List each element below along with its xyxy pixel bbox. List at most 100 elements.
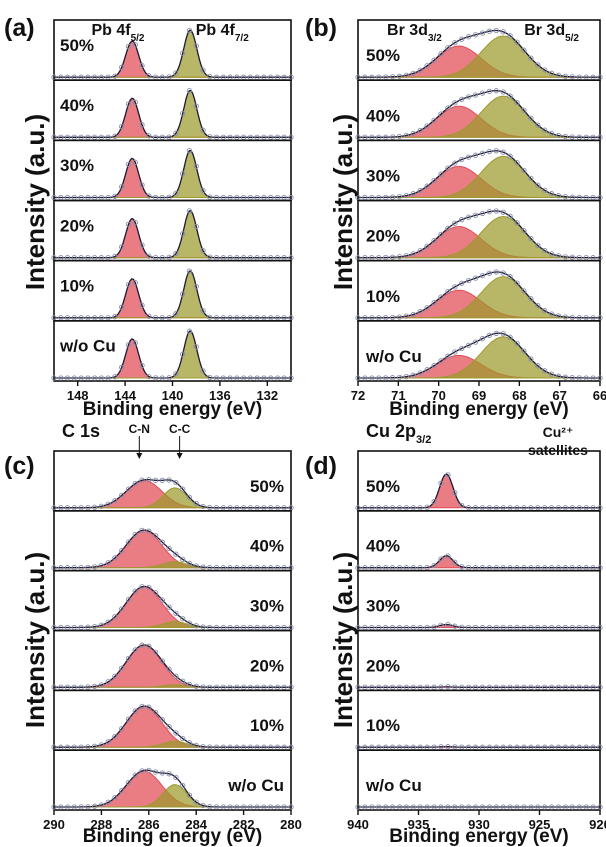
data-point [119,304,125,310]
data-point [521,348,527,354]
data-point [500,149,506,155]
data-point [254,134,260,140]
data-point [159,658,165,664]
data-point [234,375,240,381]
x-tick-label: 288 [91,817,113,832]
data-point [274,684,281,690]
data-point [64,134,71,140]
data-point [486,88,493,95]
sample-label: 20% [366,227,400,246]
x-tick-label: 72 [351,388,365,403]
data-point [51,624,57,631]
data-point [132,99,138,105]
data-point [569,375,575,381]
data-point [166,134,172,140]
data-point [98,503,105,509]
data-point [200,503,206,510]
data-point [254,804,260,810]
data-point [98,802,105,808]
data-point [396,73,403,79]
data-point [528,175,534,182]
data-point [459,684,465,690]
data-point [159,770,165,776]
data-point [459,564,465,570]
data-point [362,804,368,810]
data-point [410,130,416,137]
data-point [274,375,281,381]
data-point [576,194,582,201]
data-point [555,72,562,78]
data-point [500,684,506,690]
data-point [542,368,548,374]
data-point [268,315,274,321]
data-point [173,610,179,616]
data-point [431,804,437,810]
data-point [369,315,375,321]
data-point [71,315,77,321]
data-point [355,134,361,140]
peak-label: Pb 4f7/2 [196,22,249,44]
sample-label: w/o Cu [365,776,422,795]
data-point [274,624,281,631]
data-point [234,804,240,810]
data-point [514,39,520,45]
data-point [507,153,513,159]
x-tick-label: 280 [280,817,302,832]
data-point [146,476,152,483]
data-point [410,624,416,631]
data-point [288,134,294,140]
data-point [112,555,118,561]
data-point [125,779,132,786]
fit-envelope-line [358,210,600,259]
fit-envelope-line [54,89,291,138]
data-point [180,782,186,789]
data-point [555,313,562,319]
data-point [528,356,534,362]
data-point [362,624,368,631]
data-point [119,364,125,370]
data-point [213,315,220,321]
data-point [166,771,172,777]
data-point [58,375,64,381]
data-point [186,268,193,274]
data-point [207,254,213,260]
data-point [431,744,437,750]
data-point [85,504,91,511]
data-point [590,804,596,810]
data-point [152,194,159,201]
data-point [119,244,125,250]
data-point [139,768,145,774]
data-point [193,43,199,49]
data-point [166,74,172,80]
fit-envelope-line [54,150,291,199]
data-point [247,624,254,631]
data-point [152,375,159,381]
data-point [85,315,91,321]
data-point [132,772,138,778]
data-point [548,311,555,317]
data-point [261,684,267,690]
x-tick-label: 284 [185,817,207,832]
data-point [119,184,125,190]
data-point [112,193,118,199]
data-point [500,270,506,276]
data-point [261,134,267,140]
data-point [71,684,77,690]
sample-label: w/o Cu [59,337,116,356]
data-point [112,673,118,679]
data-point [383,684,389,690]
data-point [438,231,444,238]
data-point [486,684,493,690]
data-point [261,315,267,321]
data-point [207,564,213,571]
data-point [583,684,589,690]
data-point [507,93,513,99]
data-point [417,505,423,511]
data-point [493,330,499,337]
data-point [528,505,534,511]
data-point [58,315,64,321]
data-point [438,171,444,177]
data-point [78,134,84,140]
data-point [417,370,423,376]
data-point [583,134,589,140]
